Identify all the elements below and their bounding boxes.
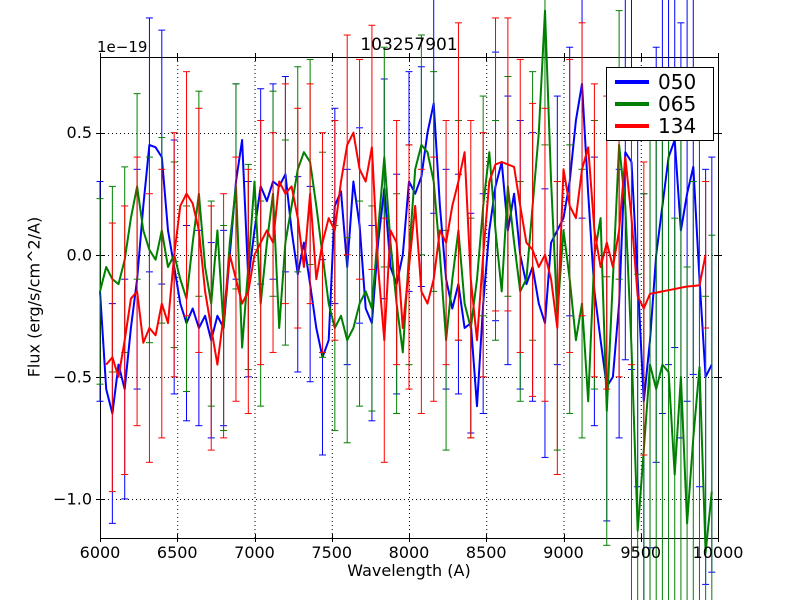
legend-entry-050: 050: [607, 71, 713, 93]
y-tick-label: 0.0: [67, 245, 92, 264]
x-tick-label: 8000: [389, 543, 430, 562]
legend-label-065: 065: [658, 92, 697, 116]
chart-title: 103257901: [360, 35, 458, 55]
y-tick-label: −1.0: [53, 489, 92, 508]
line-134: [105, 131, 707, 378]
line-050: [99, 82, 713, 415]
legend-label-134: 134: [658, 114, 697, 138]
x-tick-label: 9500: [620, 543, 661, 562]
legend-line-sample-065: [615, 102, 649, 106]
legend-line-sample-050: [615, 80, 649, 84]
x-tick-label: 6000: [80, 543, 121, 562]
axis-ticks: [96, 53, 722, 542]
x-axis-title: Wavelength (A): [347, 561, 471, 580]
series-134: [105, 131, 707, 378]
x-tick-label: 6500: [157, 543, 198, 562]
x-tick-label: 8500: [466, 543, 507, 562]
x-tick-label: 9000: [543, 543, 584, 562]
y-tick-label: 0.5: [67, 123, 92, 142]
legend-line-sample-134: [615, 124, 649, 128]
tick-labels: 6000 6500 7000 7500 8000 8500 9000 9500 10000 0.5…: [53, 123, 743, 562]
legend: 050 065 134: [606, 67, 714, 141]
y-tick-label: −0.5: [53, 367, 92, 386]
legend-label-050: 050: [658, 70, 697, 94]
y-axis-title: Flux (erg/s/cm^2/A): [24, 216, 44, 378]
errorbars-134: [108, 17, 710, 493]
legend-entry-134: 134: [607, 115, 713, 137]
x-tick-label: 7500: [311, 543, 352, 562]
x-tick-label: 7000: [234, 543, 275, 562]
y-axis-offset-label: 1e−19: [97, 38, 148, 56]
legend-entry-065: 065: [607, 93, 713, 115]
series-050: [99, 82, 713, 415]
x-tick-label: 10000: [693, 543, 744, 562]
